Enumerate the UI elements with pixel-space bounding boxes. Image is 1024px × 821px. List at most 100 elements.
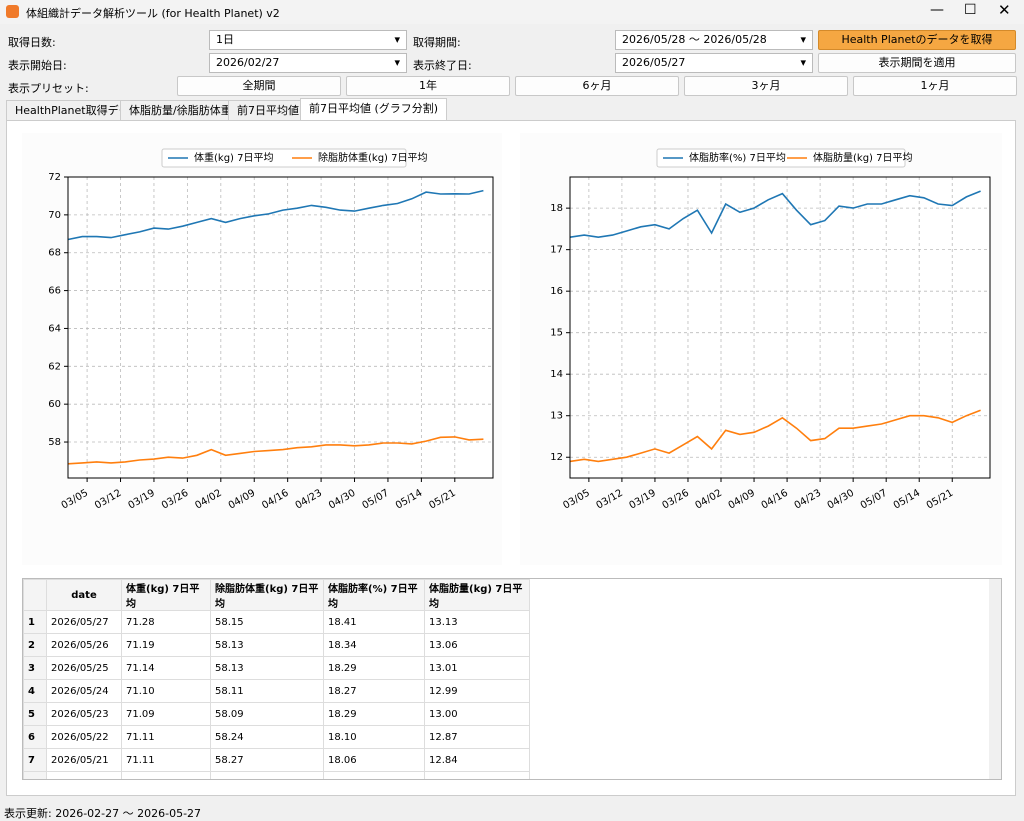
tab[interactable]: 体脂肪量/徐脂肪体重 xyxy=(120,100,241,120)
x-tick-label: 04/23 xyxy=(793,488,823,512)
table-cell: 2026/05/24 xyxy=(46,679,122,703)
data-table: date 体重(kg) 7日平均 除脂肪体重(kg) 7日平均 体脂肪率(%) 7日平… xyxy=(23,579,530,779)
combo[interactable]: 1日 ▾ xyxy=(209,30,407,50)
x-tick-label: 04/23 xyxy=(294,488,324,512)
date-input[interactable]: 2026/02/27 ▾ xyxy=(209,53,407,73)
x-tick-label: 05/21 xyxy=(427,488,457,512)
x-tick-label: 04/30 xyxy=(826,488,856,512)
x-tick-label: 04/16 xyxy=(760,488,790,512)
x-tick-label: 04/02 xyxy=(694,488,724,512)
table-cell: 2026/05/27 xyxy=(46,610,122,634)
table-cell: 12.83 xyxy=(424,771,530,779)
table-cell: 2026/05/21 xyxy=(46,748,122,772)
table-cell: 18.10 xyxy=(323,725,425,749)
table-cell: 18.29 xyxy=(323,702,425,726)
row-number: 4 xyxy=(23,679,47,703)
table-cell: 2026/05/25 xyxy=(46,656,122,680)
table-cell: 13.13 xyxy=(424,610,530,634)
date-value: 2026/05/27 xyxy=(622,56,686,69)
label: 表示開始日: xyxy=(8,59,67,72)
x-tick-label: 03/26 xyxy=(160,488,190,512)
plot-frame xyxy=(67,176,494,479)
label: 表示終了日: xyxy=(413,59,472,72)
table-row: 7 2026/05/21 71.11 58.27 18.06 12.84 xyxy=(23,748,530,772)
plot-frame xyxy=(569,176,991,479)
table-cell: 71.10 xyxy=(121,679,211,703)
table-cell: 58.11 xyxy=(210,679,324,703)
line-series xyxy=(569,190,981,239)
table-cell: 13.01 xyxy=(424,656,530,680)
preset-button[interactable]: 3ヶ月 xyxy=(684,76,848,96)
tab[interactable]: 前7日平均値 xyxy=(228,100,308,120)
y-tick-label: 58 xyxy=(48,437,61,448)
close[interactable]: ✕ xyxy=(998,1,1011,19)
date-value: 2026/02/27 xyxy=(216,56,280,69)
status-bar: 表示更新: 2026-02-27 〜 2026-05-27 xyxy=(4,807,202,820)
table-cell: 58.15 xyxy=(210,610,324,634)
table-cell: 18.29 xyxy=(323,656,425,680)
plot-area xyxy=(570,177,990,478)
x-tick-label: 05/14 xyxy=(394,488,424,512)
table-cell: 71.14 xyxy=(121,656,211,680)
table-cell: 58.09 xyxy=(210,702,324,726)
x-tick-label: 03/26 xyxy=(661,488,691,512)
x-tick-label: 03/12 xyxy=(594,488,624,512)
data-table-frame: date 体重(kg) 7日平均 除脂肪体重(kg) 7日平均 体脂肪率(%) 7日平… xyxy=(22,578,1002,780)
x-tick-label: 05/07 xyxy=(859,488,889,512)
legend-label: 体重(kg) 7日平均 xyxy=(194,151,273,164)
preset-button[interactable]: 全期間 xyxy=(177,76,341,96)
preset-button[interactable]: 6ヶ月 xyxy=(515,76,679,96)
combo-value: 1日 xyxy=(216,33,234,46)
tab[interactable]: 前7日平均値 (グラフ分割) xyxy=(300,98,448,121)
preset-button[interactable]: 1ヶ月 xyxy=(853,76,1017,96)
preset-button[interactable]: 1年 xyxy=(346,76,510,96)
y-tick-label: 68 xyxy=(48,248,61,259)
y-tick-label: 13 xyxy=(550,411,563,422)
row-number: 1 xyxy=(23,610,47,634)
x-tick-label: 05/14 xyxy=(892,488,922,512)
y-tick-label: 72 xyxy=(48,172,61,183)
x-tick-label: 03/12 xyxy=(93,488,123,512)
table-cell: 71.19 xyxy=(121,633,211,657)
x-tick-label: 04/09 xyxy=(727,488,757,512)
combo[interactable]: 2026/05/28 〜 2026/05/28 ▾ xyxy=(615,30,813,50)
column-header: 体脂肪量(kg) 7日平均 xyxy=(424,579,530,611)
date-input[interactable]: 2026/05/27 ▾ xyxy=(615,53,813,73)
label: 取得日数: xyxy=(8,36,56,49)
scrollbar[interactable] xyxy=(989,579,1001,779)
y-tick-label: 16 xyxy=(550,286,563,297)
y-tick-label: 12 xyxy=(550,452,563,463)
table-cell: 18.34 xyxy=(323,633,425,657)
line-series xyxy=(569,409,981,463)
table-cell: 18.27 xyxy=(323,679,425,703)
x-tick-label: 04/09 xyxy=(227,488,257,512)
corner xyxy=(23,579,47,611)
row-number: 5 xyxy=(23,702,47,726)
table-cell: 58.13 xyxy=(210,656,324,680)
combo-value: 2026/05/28 〜 2026/05/28 xyxy=(622,33,767,46)
label: 表示プリセット: xyxy=(8,82,89,95)
maximize[interactable]: ☐ xyxy=(964,2,977,18)
column-header: date xyxy=(46,579,122,611)
tab[interactable]: HealthPlanet取得データ xyxy=(6,100,150,120)
apply-button[interactable]: 表示期間を適用 xyxy=(818,53,1016,73)
y-tick-label: 14 xyxy=(550,369,563,380)
table-row: 2 2026/05/26 71.19 58.13 18.34 13.06 xyxy=(23,633,530,657)
table-cell: 18.41 xyxy=(323,610,425,634)
y-tick-label: 62 xyxy=(48,361,61,372)
x-tick-label: 05/07 xyxy=(360,488,390,512)
table-cell: 2026/05/20 xyxy=(46,771,122,779)
x-tick-label: 05/21 xyxy=(925,488,955,512)
table-cell: 13.00 xyxy=(424,702,530,726)
y-tick-label: 66 xyxy=(48,286,61,297)
column-header: 体脂肪率(%) 7日平均 xyxy=(323,579,425,611)
x-tick-label: 04/16 xyxy=(260,488,290,512)
fetch-button[interactable]: Health Planetのデータを取得 xyxy=(818,30,1016,50)
line-series xyxy=(67,189,484,241)
table-cell: 2026/05/26 xyxy=(46,633,122,657)
minimize[interactable]: — xyxy=(930,2,944,18)
table-cell: 13.06 xyxy=(424,633,530,657)
